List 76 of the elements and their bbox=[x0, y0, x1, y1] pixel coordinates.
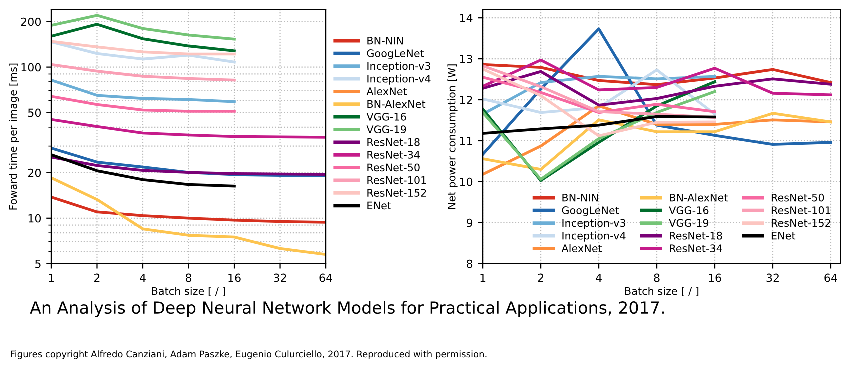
legend-label: Inception-v3 bbox=[562, 219, 626, 230]
line-series bbox=[51, 14, 236, 41]
legend-label: GoogLeNet bbox=[367, 50, 424, 60]
x-tick-label: 1 bbox=[480, 274, 486, 282]
y-tick-label: 10 bbox=[28, 214, 42, 223]
y-tick-label: 12 bbox=[460, 96, 472, 104]
line-series bbox=[483, 112, 832, 172]
legend-label: ResNet-34 bbox=[670, 244, 722, 252]
legend-label: ResNet-101 bbox=[368, 176, 426, 184]
line-series bbox=[51, 118, 326, 139]
x-tick-label: 16 bbox=[228, 274, 241, 282]
line-series bbox=[51, 40, 236, 56]
x-tick-label: 32 bbox=[274, 274, 286, 282]
legend-label: BN-NIN bbox=[562, 194, 598, 202]
legend-label: AlexNet bbox=[562, 244, 602, 252]
legend-label: BN-NIN bbox=[368, 37, 403, 45]
legend-label: VGG-19 bbox=[366, 126, 406, 134]
y-tick-label: 8 bbox=[467, 260, 473, 268]
legend-label: ResNet-18 bbox=[368, 138, 420, 146]
legend-label: ResNet-50 bbox=[368, 164, 420, 172]
line-series bbox=[51, 156, 326, 176]
line-series bbox=[51, 63, 236, 82]
y-tick-label: 14 bbox=[460, 14, 473, 22]
x-tick-label: 64 bbox=[320, 274, 332, 282]
x-tick-label: 8 bbox=[654, 274, 660, 282]
x-tick-label: 1 bbox=[49, 274, 54, 282]
line-series bbox=[51, 40, 236, 64]
legend-label: ResNet-50 bbox=[772, 194, 824, 202]
legend-label: GoogLeNet bbox=[562, 206, 620, 216]
legend-label: ResNet-101 bbox=[772, 206, 830, 214]
y-tick-label: 10 bbox=[460, 178, 473, 186]
x-axis-title: Batch size [ / ] bbox=[625, 287, 699, 296]
x-tick-label: 64 bbox=[824, 274, 838, 282]
line-series bbox=[51, 196, 326, 224]
y-axis-title: Foward time per image [ms] bbox=[9, 64, 20, 210]
y-axis-title: Net power consumption [W] bbox=[448, 64, 458, 210]
y-tick-label: 50 bbox=[28, 108, 42, 118]
x-tick-label: 4 bbox=[140, 274, 146, 282]
line-series bbox=[51, 176, 326, 256]
x-axis-title: Batch size [ / ] bbox=[152, 287, 226, 296]
legend-label: Inception-v4 bbox=[562, 232, 626, 242]
legend-label: Inception-v4 bbox=[368, 74, 431, 85]
y-tick-label: 200 bbox=[21, 18, 42, 26]
line-series bbox=[483, 58, 832, 96]
line-series bbox=[51, 23, 236, 53]
x-tick-label: 2 bbox=[538, 274, 544, 282]
legend-label: AlexNet bbox=[366, 87, 408, 96]
legend-label: ResNet-152 bbox=[368, 189, 426, 197]
legend-label: ResNet-152 bbox=[772, 219, 830, 228]
y-tick-label: 9 bbox=[466, 218, 473, 228]
legend-label: BN-AlexNet bbox=[368, 100, 426, 108]
y-tick-label: 11 bbox=[460, 137, 472, 146]
y-tick-label: 13 bbox=[460, 55, 472, 64]
x-tick-label: 32 bbox=[766, 274, 779, 282]
line-series bbox=[51, 95, 236, 113]
legend-label: ResNet-34 bbox=[368, 151, 420, 159]
line-series bbox=[483, 68, 716, 138]
text: Figures copyright Alfredo Canziani, Adam Paszke, Eugenio Culurciello, 2017. Reproduced with permission. bbox=[11, 350, 487, 360]
line-series bbox=[51, 78, 236, 104]
legend-label: ENet bbox=[368, 202, 392, 210]
line-series bbox=[483, 70, 832, 107]
text: An Analysis of Deep Neural Network Models for Practical Applications, 2017. bbox=[30, 301, 664, 318]
legend-label: ResNet-18 bbox=[670, 232, 722, 240]
x-tick-label: 8 bbox=[186, 274, 192, 282]
legend-label: ENet bbox=[772, 232, 796, 240]
x-tick-label: 4 bbox=[596, 274, 602, 282]
x-tick-label: 16 bbox=[709, 274, 722, 282]
y-tick-label: 100 bbox=[22, 63, 42, 72]
y-tick-label: 20 bbox=[28, 168, 42, 178]
legend-label: BN-AlexNet bbox=[670, 194, 728, 202]
legend-label: Inception-v3 bbox=[368, 62, 430, 72]
y-tick-label: 5 bbox=[36, 260, 41, 268]
legend-label: VGG-19 bbox=[669, 219, 709, 228]
legend-label: VGG-16 bbox=[366, 112, 406, 121]
legend-label: VGG-16 bbox=[669, 206, 709, 214]
x-tick-label: 2 bbox=[94, 274, 100, 282]
